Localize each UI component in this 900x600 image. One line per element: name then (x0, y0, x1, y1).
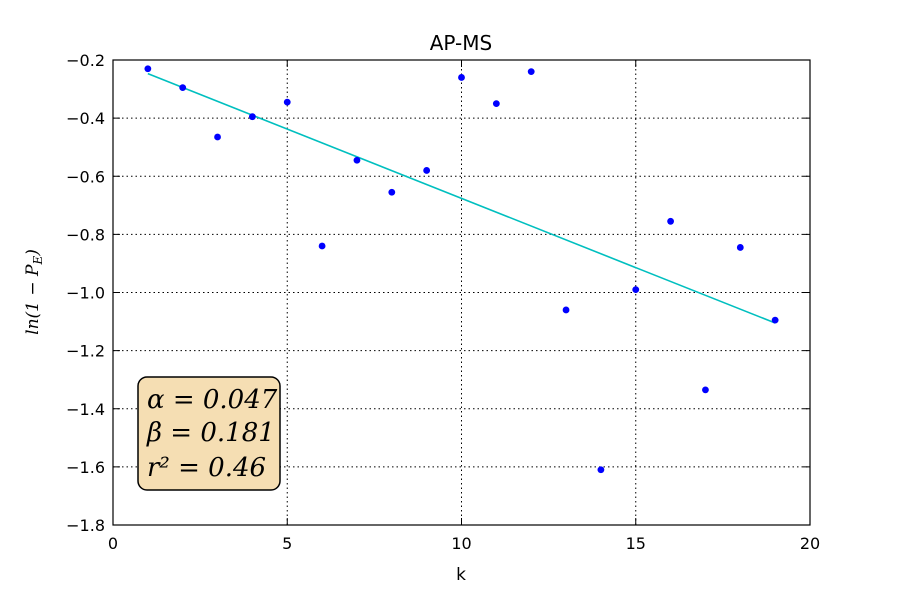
x-axis-label: k (456, 565, 466, 585)
y-tick-label: −0.8 (66, 225, 105, 244)
data-point (249, 113, 256, 121)
data-point (283, 98, 291, 106)
x-tick-label: 20 (800, 534, 820, 553)
stat-r2: r² = 0.46 (147, 453, 266, 483)
x-tick-label: 10 (451, 534, 471, 553)
stats-box (137, 376, 281, 491)
x-tick-label: 15 (626, 534, 646, 553)
data-point (318, 242, 326, 250)
y-tick-label: −1.2 (66, 342, 105, 361)
y-tick-label: −0.4 (66, 109, 105, 128)
data-point (771, 316, 779, 324)
data-point (458, 74, 465, 81)
x-tick-label: 5 (282, 534, 292, 553)
data-point (423, 167, 431, 174)
data-point (492, 100, 500, 107)
x-tick-label: 0 (108, 534, 118, 553)
ticks (112, 59, 811, 526)
y-axis-label-sub: E (31, 256, 45, 266)
data-point (736, 244, 744, 251)
chart-title: AP-MS (430, 31, 492, 55)
stats-annotation: α = 0.047 β = 0.181 r² = 0.46 (137, 376, 281, 491)
y-tick-label: −1.6 (66, 458, 105, 477)
y-tick-label: −1.0 (66, 284, 105, 303)
y-axis-label-close: ) (23, 249, 43, 257)
data-point (353, 156, 361, 164)
stat-alpha: α = 0.047 (147, 385, 278, 415)
y-axis-label-main: ln(1 − P (23, 264, 43, 335)
data-point (702, 386, 709, 394)
grid (113, 60, 810, 525)
y-tick-label: −0.6 (66, 167, 105, 186)
stat-beta: β = 0.181 (146, 418, 275, 448)
data-point (667, 217, 674, 225)
data-point (597, 466, 605, 474)
data-point (179, 84, 187, 92)
points-group (144, 65, 779, 474)
y-tick-labels: −1.8 −1.6 −1.4 −1.2 −1.0 −0.8 −0.6 −0.4 −0.2 (66, 51, 105, 535)
data-point (144, 65, 152, 73)
data-point (214, 133, 221, 141)
y-tick-label: −0.2 (66, 51, 105, 70)
data-point (632, 286, 640, 293)
y-tick-label: −1.8 (66, 516, 105, 535)
data-point (527, 68, 535, 76)
data-point (562, 306, 570, 314)
y-axis-label: ln(1 − PE) (23, 249, 45, 335)
x-tick-labels: 0 5 10 15 20 (108, 534, 820, 553)
y-tick-label: −1.4 (66, 400, 105, 419)
data-point (388, 188, 396, 196)
